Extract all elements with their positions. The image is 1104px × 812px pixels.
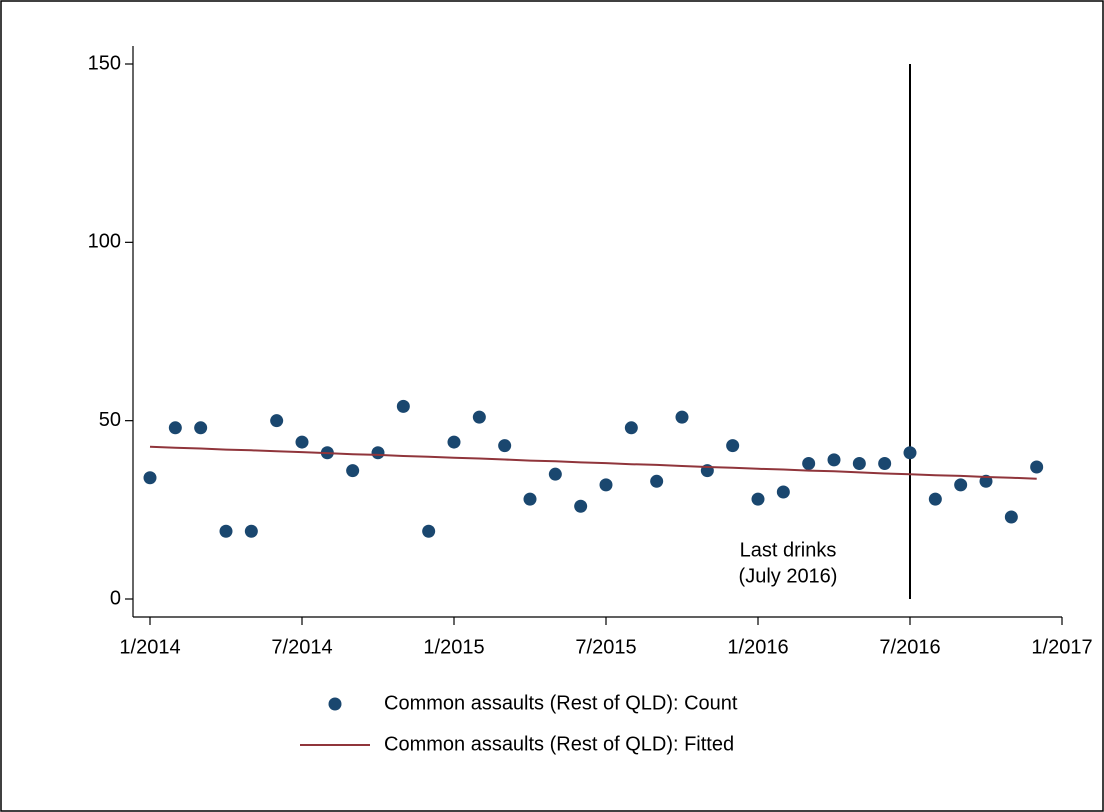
data-point [599,478,613,492]
data-point [928,492,942,506]
data-point [1004,510,1018,524]
legend-symbol [328,697,342,711]
data-point [371,446,385,460]
x-tick-label: 1/2015 [423,636,484,658]
data-point [624,421,638,435]
fitted-line [149,445,1037,480]
x-tick-label: 7/2015 [575,636,636,658]
annotation: Last drinks [740,539,837,561]
data-point [346,464,360,478]
x-tick-label: 1/2017 [1031,636,1092,658]
data-point [523,492,537,506]
x-tick-label: 1/2014 [119,636,180,658]
data-point [244,524,258,538]
data-point [675,410,689,424]
data-point [726,439,740,453]
data-point [574,499,588,513]
data-point [776,485,790,499]
legend-label: Common assaults (Rest of QLD): Fitted [384,733,734,755]
data-point [751,492,765,506]
data-point [548,467,562,481]
data-point [472,410,486,424]
data-point [295,435,309,449]
data-point [827,453,841,467]
data-point [270,414,284,428]
data-point [168,421,182,435]
y-tick-label: 150 [88,52,121,74]
data-point [852,456,866,470]
data-point [903,446,917,460]
x-tick-label: 7/2016 [879,636,940,658]
y-tick-label: 0 [110,587,121,609]
data-point [194,421,208,435]
data-point [650,474,664,488]
data-point [219,524,233,538]
data-point [447,435,461,449]
x-tick-label: 7/2014 [271,636,332,658]
x-tick-label: 1/2016 [727,636,788,658]
legend-label: Common assaults (Rest of QLD): Count [384,692,738,714]
data-point [498,439,512,453]
y-tick-label: 100 [88,231,121,253]
annotation: (July 2016) [739,565,838,587]
y-tick-label: 50 [99,409,121,431]
data-point [422,524,436,538]
data-point [396,399,410,413]
data-point [143,471,157,485]
data-point [954,478,968,492]
data-point [1030,460,1044,474]
data-point [878,456,892,470]
data-point [802,456,816,470]
